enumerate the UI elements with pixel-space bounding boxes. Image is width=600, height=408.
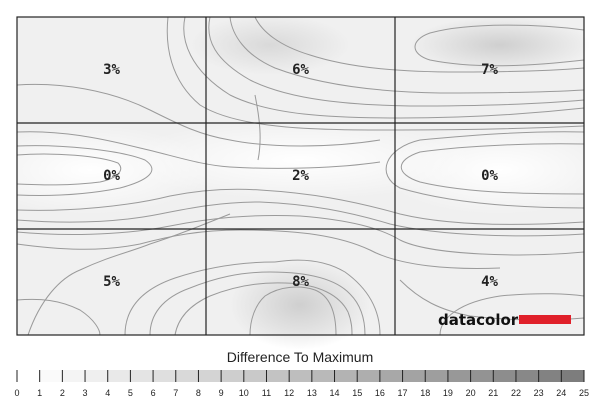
- scale-tick-label: 7: [173, 388, 178, 398]
- scale-swatch: [357, 370, 380, 382]
- scale-tick-label: 11: [262, 388, 271, 398]
- scale-tick-label: 23: [534, 388, 544, 398]
- scale-tick-label: 8: [196, 388, 201, 398]
- scale-swatch: [402, 370, 426, 382]
- scale-swatch: [561, 370, 584, 382]
- scale-tick-label: 2: [60, 388, 65, 398]
- scale-swatch: [153, 370, 176, 382]
- cell-label-r1-c3: 7%: [481, 62, 498, 78]
- cell-label-r3-c3: 4%: [481, 274, 498, 290]
- scale-tick-label: 15: [352, 388, 362, 398]
- scale-tick-label: 4: [105, 388, 110, 398]
- scale-tick-label: 17: [398, 388, 408, 398]
- scale-swatch: [130, 370, 154, 382]
- scale-tick-label: 1: [37, 388, 42, 398]
- grid-lines: [16, 16, 585, 336]
- cell-label-r2-c2: 2%: [292, 168, 309, 184]
- scale-tick-label: 14: [330, 388, 340, 398]
- scale-swatch: [175, 370, 199, 382]
- scale-tick-label: 0: [14, 388, 19, 398]
- cell-label-r2-c3: 0%: [481, 168, 498, 184]
- datacolor-logo: datacolor: [438, 311, 571, 329]
- heatmap-shading: [0, 15, 600, 350]
- cell-label-r2-c1: 0%: [103, 168, 120, 184]
- scale-swatch: [493, 370, 516, 382]
- scale-tick-label: 20: [466, 388, 476, 398]
- scale-tick-label: 22: [511, 388, 521, 398]
- scale-swatch: [311, 370, 335, 382]
- cell-label-r3-c2: 8%: [292, 274, 309, 290]
- scale-swatch: [17, 370, 40, 382]
- scale-tick-label: 3: [83, 388, 88, 398]
- scale-swatch: [243, 370, 267, 382]
- scale-swatch: [538, 370, 562, 382]
- scale-tick-label: 12: [284, 388, 294, 398]
- scale-swatch: [39, 370, 63, 382]
- cell-label-r1-c2: 6%: [292, 62, 309, 78]
- scale-swatch: [266, 370, 290, 382]
- scale-swatch: [107, 370, 131, 382]
- scale-swatch: [198, 370, 222, 382]
- logo-red-bar: [519, 315, 571, 324]
- scale-swatch: [379, 370, 403, 382]
- cell-label-r1-c1: 3%: [103, 62, 120, 78]
- scale-tick-label: 13: [307, 388, 317, 398]
- scale-tick-label: 5: [128, 388, 133, 398]
- scale-tick-label: 16: [375, 388, 385, 398]
- scale-swatch: [62, 370, 86, 382]
- scale-swatch: [221, 370, 244, 382]
- cell-labels: 3% 6% 7% 0% 2% 0% 5% 8% 4%: [103, 62, 498, 290]
- scale-swatch: [85, 370, 108, 382]
- scale-swatch: [470, 370, 494, 382]
- scale-tick-label: 9: [219, 388, 224, 398]
- grid-border: [16, 16, 585, 336]
- cell-label-r3-c1: 5%: [103, 274, 120, 290]
- scale-tick-label: 18: [420, 388, 430, 398]
- scale-swatch: [515, 370, 539, 382]
- scale-tick-label: 6: [151, 388, 156, 398]
- scale-tick-label: 10: [239, 388, 249, 398]
- scale-tick-label: 19: [443, 388, 453, 398]
- logo-wordmark: datacolor: [438, 311, 519, 329]
- scale-swatch: [447, 370, 471, 382]
- scale-swatch: [425, 370, 448, 382]
- scale-swatch: [334, 370, 358, 382]
- scale-swatch: [289, 370, 312, 382]
- scale-tick-label: 25: [579, 388, 589, 398]
- scale-tick-label: 24: [556, 388, 566, 398]
- scale-title: Difference To Maximum: [227, 349, 374, 365]
- scale-bar: 0 1 2 3 4 5 6 7 8 9 10 11 12 13 14 15 16 17 18 19 20 21 22 23 24…: [14, 370, 589, 398]
- scale-tick-label: 21: [488, 388, 498, 398]
